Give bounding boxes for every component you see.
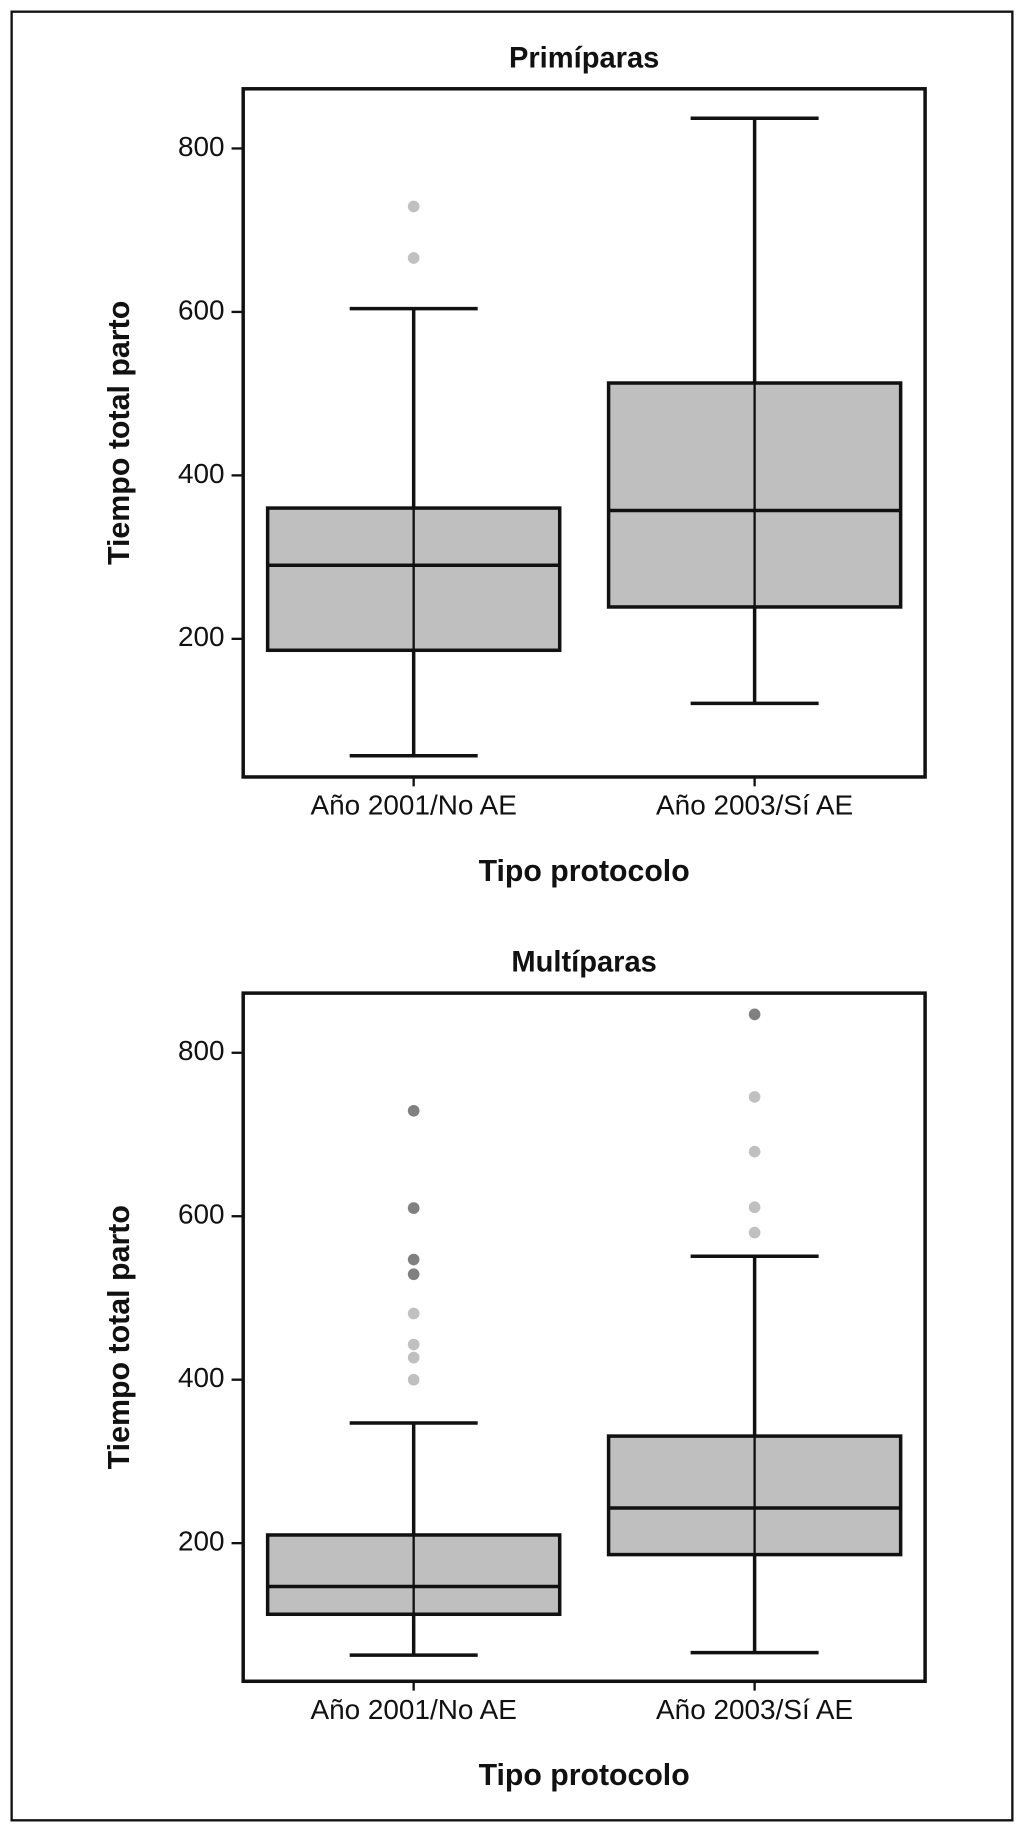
outlier: [748, 1145, 761, 1158]
y-tick-label: 200: [178, 1526, 225, 1557]
x-tick-label: Año 2001/No AE: [310, 1694, 516, 1725]
y-tick-label: 200: [178, 621, 225, 652]
outlier: [748, 1008, 761, 1021]
outlier: [407, 1104, 420, 1117]
x-tick-label: Año 2001/No AE: [310, 790, 516, 821]
outlier: [407, 1338, 420, 1351]
y-tick-label: 400: [178, 1362, 225, 1393]
chart-title: Multíparas: [511, 947, 656, 979]
x-tick-label: Año 2003/Sí AE: [656, 790, 853, 821]
plot-frame: [241, 991, 927, 1684]
y-tick-label: 800: [178, 131, 225, 162]
outlier: [407, 1351, 420, 1364]
y-tick-label: 800: [178, 1035, 225, 1066]
x-axis-label: Tipo protocolo: [479, 855, 690, 888]
outlier: [407, 252, 420, 264]
plot-frame: [241, 87, 927, 779]
outlier: [407, 200, 420, 213]
outlier: [407, 1202, 420, 1214]
outlier: [748, 1226, 761, 1239]
y-tick-label: 400: [178, 458, 225, 489]
outer-border: [10, 10, 1014, 1822]
chart-title: Primíparas: [509, 42, 659, 74]
x-tick-label: Año 2003/Sí AE: [656, 1694, 853, 1725]
outlier: [748, 1201, 761, 1214]
y-tick-label: 600: [178, 1199, 225, 1230]
x-axis-label: Tipo protocolo: [479, 1759, 690, 1792]
outlier: [407, 1373, 420, 1386]
outlier: [407, 1253, 420, 1266]
outlier: [748, 1091, 761, 1103]
y-axis-label: Tiempo total parto: [103, 1205, 136, 1469]
y-axis-label: Tiempo total parto: [103, 301, 136, 565]
y-tick-label: 600: [178, 294, 225, 325]
outlier: [407, 1268, 420, 1281]
outlier: [407, 1307, 420, 1320]
